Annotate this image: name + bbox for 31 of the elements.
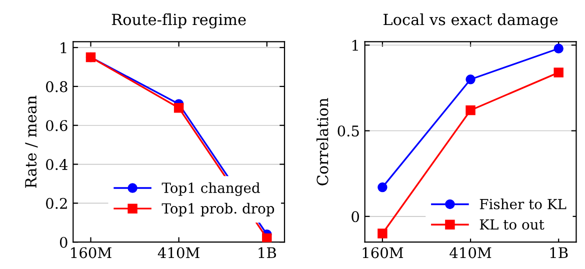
y-tick-label: 1: [60, 42, 66, 54]
x-tick-label: 410M: [450, 247, 492, 258]
x-tick-label: 1B: [550, 247, 568, 258]
y-tick-label: 0: [60, 236, 68, 248]
y-tick-label: 0.2: [46, 198, 67, 209]
chart-title: Route-flip regime: [112, 13, 246, 28]
point: [262, 233, 272, 242]
point: [378, 182, 388, 192]
y-axis-title: Correlation: [316, 98, 328, 186]
y-tick-label: 1: [352, 40, 358, 51]
x-tick-label: 410M: [158, 247, 200, 258]
y-tick-label: 0: [352, 211, 360, 222]
y-tick-label: 0.8: [46, 81, 68, 92]
legend-label: KL to out: [480, 219, 544, 230]
legend-label: Top1 prob. drop: [162, 202, 274, 216]
point: [466, 105, 476, 116]
y-tick-label: 0.6: [46, 120, 68, 132]
chart-title: Local vs exact damage: [384, 13, 558, 28]
y-tick-label: 0.4: [46, 158, 68, 170]
x-tick-label: 160M: [71, 247, 112, 258]
point: [554, 44, 564, 54]
x-tick-label: 1B: [258, 247, 276, 258]
point: [554, 68, 564, 78]
point: [174, 102, 184, 113]
legend-label: Top1 changed: [162, 182, 260, 196]
y-tick-label: 0.5: [338, 125, 359, 137]
point: [378, 228, 388, 238]
y-axis-title: Rate / mean: [25, 96, 38, 188]
x-tick-label: 160M: [362, 247, 404, 258]
point: [466, 74, 476, 84]
legend-label: Fisher to KL: [480, 198, 566, 210]
